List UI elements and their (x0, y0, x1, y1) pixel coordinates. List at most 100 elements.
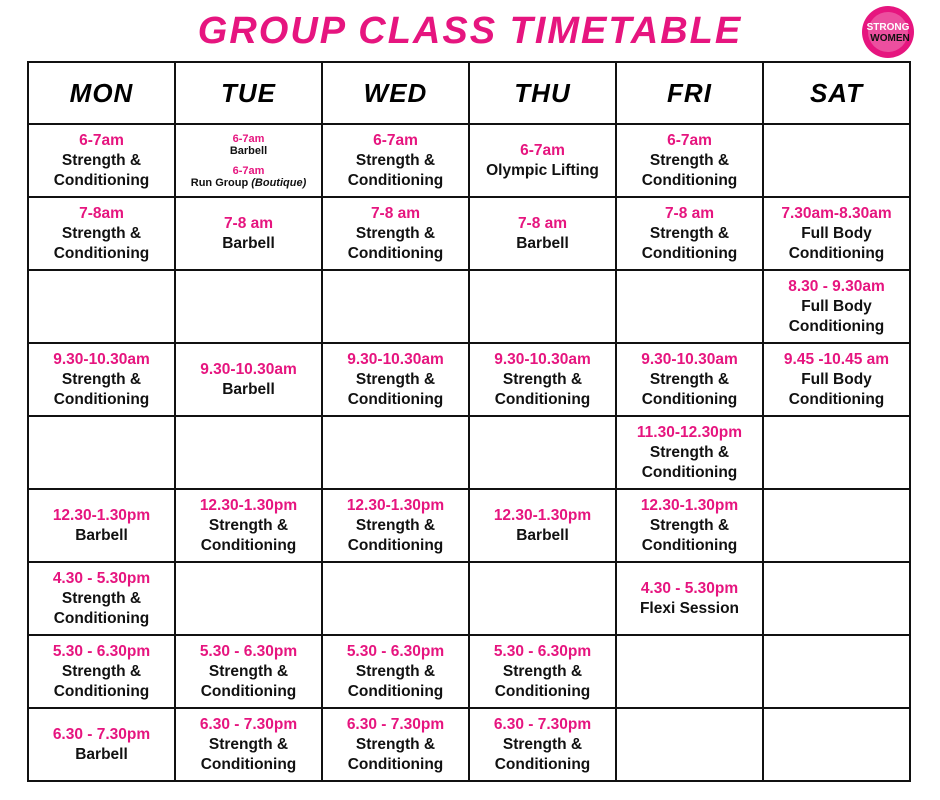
class-name: Flexi Session (639, 599, 740, 617)
class-name: Barbell (229, 144, 268, 157)
session: 7-8 am Barbell (481, 214, 605, 254)
day-header: MON (27, 61, 176, 125)
cell (174, 415, 323, 490)
class-name: Full Body Conditioning (788, 224, 885, 262)
class-name: Full Body Conditioning (788, 297, 885, 335)
session: 6-7am Strength & Conditioning (40, 131, 164, 191)
class-name: Strength & Conditioning (641, 516, 738, 554)
class-name: Strength & Conditioning (347, 735, 444, 773)
session-time: 5.30 - 6.30pm (346, 642, 445, 660)
class-name: Strength & Conditioning (641, 151, 738, 189)
cell: 9.30-10.30am Strength & Conditioning (321, 342, 470, 417)
cell (174, 561, 323, 636)
session-time: 11.30-12.30pm (636, 423, 743, 441)
day-header: TUE (174, 61, 323, 125)
session-time: 5.30 - 6.30pm (52, 642, 151, 660)
cell (615, 269, 764, 344)
class-name: Strength & Conditioning (494, 370, 591, 408)
cell: 6-7am Barbell 6-7am Run Group (Boutique) (174, 123, 323, 198)
cell: 9.30-10.30am Barbell (174, 342, 323, 417)
cell: 7-8 am Strength & Conditioning (321, 196, 470, 271)
class-name: Barbell (516, 526, 569, 544)
row: 12.30-1.30pm Barbell 12.30-1.30pm Strength … (27, 488, 911, 563)
cell (27, 269, 176, 344)
session: 7-8am Strength & Conditioning (40, 204, 164, 264)
session: 9.30-10.30am Strength & Conditioning (40, 350, 164, 410)
session-name: Strength & Conditioning (334, 662, 458, 702)
session-name: Strength & Conditioning (481, 370, 605, 410)
session-time: 8.30 - 9.30am (788, 277, 885, 295)
session-time: 12.30-1.30pm (199, 496, 298, 514)
cell: 12.30-1.30pm Strength & Conditioning (174, 488, 323, 563)
class-name: Barbell (222, 234, 275, 252)
session-time: 9.45 -10.45 am (783, 350, 890, 368)
session-time: 9.30-10.30am (347, 350, 444, 368)
session-name: Strength & Conditioning (628, 516, 752, 556)
cell: 6-7am Strength & Conditioning (27, 123, 176, 198)
session-time: 4.30 - 5.30pm (640, 579, 739, 597)
session: 6.30 - 7.30pm Strength & Conditioning (187, 715, 311, 775)
session-name: Strength & Conditioning (40, 224, 164, 264)
session-name: Flexi Session (628, 599, 752, 619)
session-time: 6.30 - 7.30pm (52, 725, 151, 743)
cell: 12.30-1.30pm Strength & Conditioning (615, 488, 764, 563)
row: 6-7am Strength & Conditioning 6-7am Barbell… (27, 123, 911, 198)
session-name: Strength & Conditioning (334, 151, 458, 191)
session-time: 6.30 - 7.30pm (346, 715, 445, 733)
class-name: Strength & Conditioning (347, 370, 444, 408)
row: 11.30-12.30pm Strength & Conditioning (27, 415, 911, 490)
session-time: 6-7am (667, 131, 712, 149)
session: 7-8 am Strength & Conditioning (628, 204, 752, 264)
session-name: Run Group (Boutique) (179, 177, 319, 189)
session: 9.30-10.30am Strength & Conditioning (628, 350, 752, 410)
session-time: 6-7am (373, 131, 418, 149)
class-name: Strength & Conditioning (641, 224, 738, 262)
cell: 4.30 - 5.30pm Strength & Conditioning (27, 561, 176, 636)
class-name: Strength & Conditioning (53, 224, 150, 262)
row: 9.30-10.30am Strength & Conditioning 9.30-… (27, 342, 911, 417)
session-name: Strength & Conditioning (40, 662, 164, 702)
class-name: Barbell (75, 526, 128, 544)
session-time: 5.30 - 6.30pm (493, 642, 592, 660)
cell (321, 561, 470, 636)
session: 6-7am Strength & Conditioning (334, 131, 458, 191)
session-time: 9.30-10.30am (53, 350, 150, 368)
session-name: Barbell (179, 145, 319, 157)
session-name: Strength & Conditioning (334, 370, 458, 410)
session: 5.30 - 6.30pm Strength & Conditioning (187, 642, 311, 702)
session: 9.30-10.30am Strength & Conditioning (481, 350, 605, 410)
session-time: 9.30-10.30am (200, 360, 297, 378)
session-time: 5.30 - 6.30pm (199, 642, 298, 660)
session: 7-8 am Strength & Conditioning (334, 204, 458, 264)
session: 5.30 - 6.30pm Strength & Conditioning (40, 642, 164, 702)
row: 8.30 - 9.30am Full Body Conditioning (27, 269, 911, 344)
class-name: Full Body Conditioning (788, 370, 885, 408)
class-name: Olympic Lifting (486, 161, 599, 179)
cell (762, 561, 911, 636)
session: 6-7am Barbell (179, 133, 319, 157)
class-name: Strength & Conditioning (347, 151, 444, 189)
session-time: 7-8 am (370, 204, 421, 222)
cell: 6-7am Strength & Conditioning (321, 123, 470, 198)
logo-circle (862, 6, 914, 58)
session: 11.30-12.30pm Strength & Conditioning (628, 423, 752, 483)
logo: STRONG WOMEN (862, 6, 914, 58)
session: 4.30 - 5.30pm Flexi Session (628, 579, 752, 619)
session: 12.30-1.30pm Barbell (481, 506, 605, 546)
session-name: Full Body Conditioning (775, 297, 899, 337)
session: 6.30 - 7.30pm Strength & Conditioning (481, 715, 605, 775)
row: 5.30 - 6.30pm Strength & Conditioning 5.30… (27, 634, 911, 709)
session-name: Strength & Conditioning (334, 516, 458, 556)
cell (762, 707, 911, 782)
cell: 6-7am Olympic Lifting (468, 123, 617, 198)
day-header: SAT (762, 61, 911, 125)
session-time: 6-7am (520, 141, 565, 159)
cell: 12.30-1.30pm Strength & Conditioning (321, 488, 470, 563)
cell: 7-8 am Barbell (468, 196, 617, 271)
session-time: 6-7am (79, 131, 124, 149)
cell (321, 269, 470, 344)
class-name: Barbell (75, 745, 128, 763)
session-name: Strength & Conditioning (334, 735, 458, 775)
session: 5.30 - 6.30pm Strength & Conditioning (481, 642, 605, 702)
day-header: THU (468, 61, 617, 125)
